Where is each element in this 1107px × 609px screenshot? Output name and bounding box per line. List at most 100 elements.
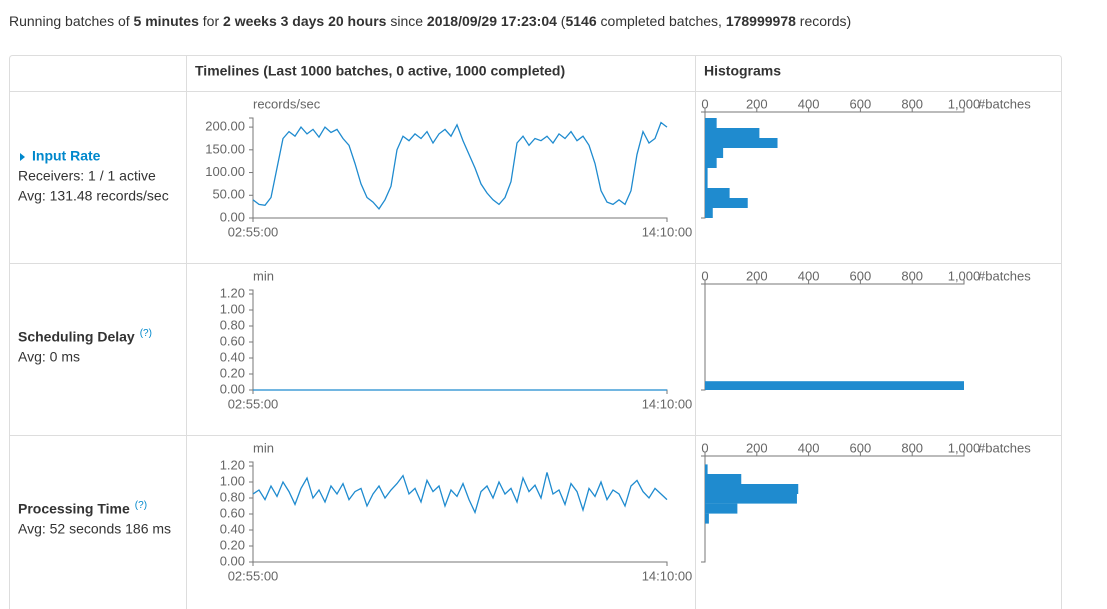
timeline xyxy=(252,121,668,210)
x-tick-label: 02:55:00 xyxy=(228,568,279,583)
y-axis xyxy=(249,461,254,563)
help-link: (?) xyxy=(135,500,147,511)
hist-x-label: #batches xyxy=(978,440,1031,455)
hist-x-tick-label: 800 xyxy=(901,96,923,111)
summary: Running batches of 5 minutes for 2 weeks… xyxy=(9,13,851,29)
y-tick-label: 0.00 xyxy=(220,381,245,396)
hist-bar xyxy=(705,474,742,484)
hist-x-axis xyxy=(704,280,965,285)
help: (?) xyxy=(135,500,147,511)
y-tick-label: 0.40 xyxy=(220,349,245,364)
hist-x-tick-label: 800 xyxy=(901,440,923,455)
timeline xyxy=(252,472,668,515)
summary-part: 5146 xyxy=(565,13,596,29)
y-tick-label: 100.00 xyxy=(205,164,245,179)
hist-x-tick-label: 600 xyxy=(850,96,872,111)
y-tick-label: 0.00 xyxy=(220,553,245,568)
y-tick-label: 1.00 xyxy=(220,473,245,488)
y-tick-label: 1.00 xyxy=(220,301,245,316)
hist-x-tick-label: 600 xyxy=(850,440,872,455)
help: (?) xyxy=(140,328,152,339)
hist-x-tick-label: 200 xyxy=(746,268,768,283)
hist-y-axis xyxy=(701,455,706,563)
metric-info: Avg: 52 seconds 186 ms xyxy=(18,521,171,537)
summary-part: 2 weeks 3 days 20 hours xyxy=(223,13,387,29)
table-border xyxy=(9,55,1062,609)
metric-name: Processing Time xyxy=(18,501,130,517)
summary-part: ( xyxy=(557,13,566,29)
y-tick-label: 200.00 xyxy=(205,119,245,134)
hist-x-tick-label: 0 xyxy=(701,440,708,455)
y-tick-label: 0.40 xyxy=(220,521,245,536)
hist-x-tick-label: 1,000 xyxy=(948,268,981,283)
metric-info: Avg: 0 ms xyxy=(18,349,80,365)
metric-info: Avg: 131.48 records/sec xyxy=(18,188,169,204)
summary-part: records) xyxy=(796,13,851,29)
hist-x-tick-label: 200 xyxy=(746,440,768,455)
x-tick-label: 14:10:00 xyxy=(642,568,693,583)
x-tick-label: 14:10:00 xyxy=(642,396,693,411)
y-axis xyxy=(249,289,254,391)
hist-bar xyxy=(705,178,708,188)
hist-bar xyxy=(705,198,748,208)
hist-x-tick-label: 0 xyxy=(701,268,708,283)
y-axis-unit: records/sec xyxy=(253,96,321,111)
hist-x-tick-label: 400 xyxy=(798,268,820,283)
summary-part: 5 minutes xyxy=(134,13,200,29)
y-tick-label: 0.80 xyxy=(220,317,245,332)
summary-part: 2018/09/29 17:23:04 xyxy=(427,13,557,29)
hist-bar xyxy=(705,128,760,138)
y-tick-label: 0.20 xyxy=(220,365,245,380)
hist-y-axis xyxy=(701,111,706,219)
hist-bar xyxy=(705,168,708,178)
hist-x-tick-label: 1,000 xyxy=(948,440,981,455)
hist-x-label: #batches xyxy=(978,96,1031,111)
y-tick-label: 0.80 xyxy=(220,489,245,504)
y-tick-label: 1.20 xyxy=(220,285,245,300)
summary-part: Running batches of xyxy=(9,13,134,29)
hist-x-tick-label: 1,000 xyxy=(948,96,981,111)
summary-part: since xyxy=(386,13,426,29)
hist-x-tick-label: 0 xyxy=(701,96,708,111)
hist-bar xyxy=(705,188,730,198)
x-axis xyxy=(252,561,668,566)
hist-bar xyxy=(705,503,738,514)
hist-bar xyxy=(705,158,717,168)
hist-x-label: #batches xyxy=(978,268,1031,283)
hist-bar xyxy=(705,494,797,504)
hist-bar xyxy=(705,208,713,218)
y-tick-label: 0.60 xyxy=(220,333,245,348)
x-tick-label: 02:55:00 xyxy=(228,224,279,239)
metric-info: Receivers: 1 / 1 active xyxy=(18,168,156,184)
summary-part: 178999978 xyxy=(726,13,796,29)
hist-bar xyxy=(705,464,708,474)
hist-y-axis xyxy=(701,283,706,391)
hist-bar xyxy=(705,118,717,128)
y-tick-label: 1.20 xyxy=(220,457,245,472)
x-tick-label: 14:10:00 xyxy=(642,224,693,239)
hist-x-tick-label: 800 xyxy=(901,268,923,283)
y-tick-label: 150.00 xyxy=(205,141,245,156)
x-axis xyxy=(252,217,668,222)
hist-x-tick-label: 200 xyxy=(746,96,768,111)
hist-bar xyxy=(705,148,724,158)
help-link: (?) xyxy=(140,328,152,339)
y-tick-label: 50.00 xyxy=(212,187,245,202)
y-tick-label: 0.20 xyxy=(220,537,245,552)
metric-name: Input Rate xyxy=(32,148,101,164)
y-tick-label: 0.00 xyxy=(220,209,245,224)
hist-x-tick-label: 400 xyxy=(798,96,820,111)
summary-part: for xyxy=(199,13,223,29)
metric-name: Scheduling Delay xyxy=(18,329,135,345)
y-axis-unit: min xyxy=(253,440,274,455)
table-frame xyxy=(9,55,1062,609)
column-header: Timelines (Last 1000 batches, 0 active, … xyxy=(195,63,565,79)
hist-x-axis xyxy=(704,108,965,113)
hist-bar xyxy=(705,513,709,524)
hist-x-tick-label: 600 xyxy=(850,268,872,283)
y-tick-label: 0.60 xyxy=(220,505,245,520)
expand-icon xyxy=(20,153,25,161)
hist-bar xyxy=(705,138,778,148)
hist-bar xyxy=(705,381,964,390)
